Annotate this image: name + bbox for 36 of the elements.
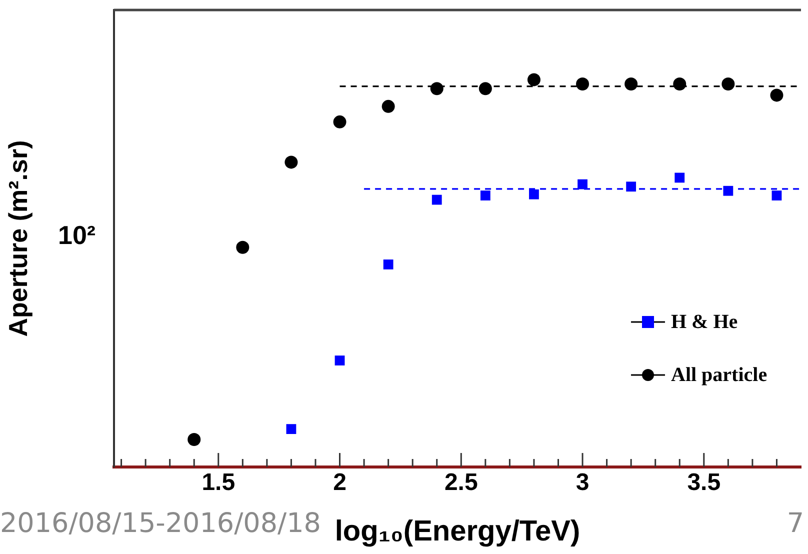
point (770, 88, 784, 102)
point (382, 100, 395, 113)
point (284, 156, 298, 169)
point (286, 424, 296, 434)
legend-label: H & He (671, 311, 738, 334)
point (772, 190, 782, 200)
point (383, 260, 394, 270)
point (478, 82, 492, 96)
point (333, 115, 346, 128)
x-tick-label: 3.5 (687, 469, 721, 496)
point (674, 172, 685, 183)
x-tick-label: 3 (576, 469, 590, 496)
point (529, 189, 539, 200)
point (576, 77, 590, 90)
point (673, 77, 686, 90)
text: 7 (786, 508, 804, 539)
text: 10² (58, 220, 96, 251)
x-tick-label: 2 (333, 469, 346, 496)
point (527, 73, 540, 86)
point (188, 433, 201, 446)
y-axis-title: Aperture (m².sr) (2, 140, 33, 337)
point (626, 182, 636, 192)
point (624, 77, 638, 90)
x-tick-label: 2.5 (444, 469, 478, 496)
point (723, 186, 734, 196)
point (480, 190, 490, 200)
x-tick-label: 1.5 (202, 469, 236, 496)
point (722, 77, 735, 90)
x-axis-title: log₁₀(Energy/TeV) (334, 516, 580, 548)
point (236, 240, 250, 254)
legend-label: All particle (671, 364, 768, 386)
text: 2016/08/15-2016/08/18 (0, 508, 321, 539)
point (432, 194, 442, 205)
point (578, 179, 588, 190)
point (430, 82, 444, 96)
point (334, 356, 345, 366)
